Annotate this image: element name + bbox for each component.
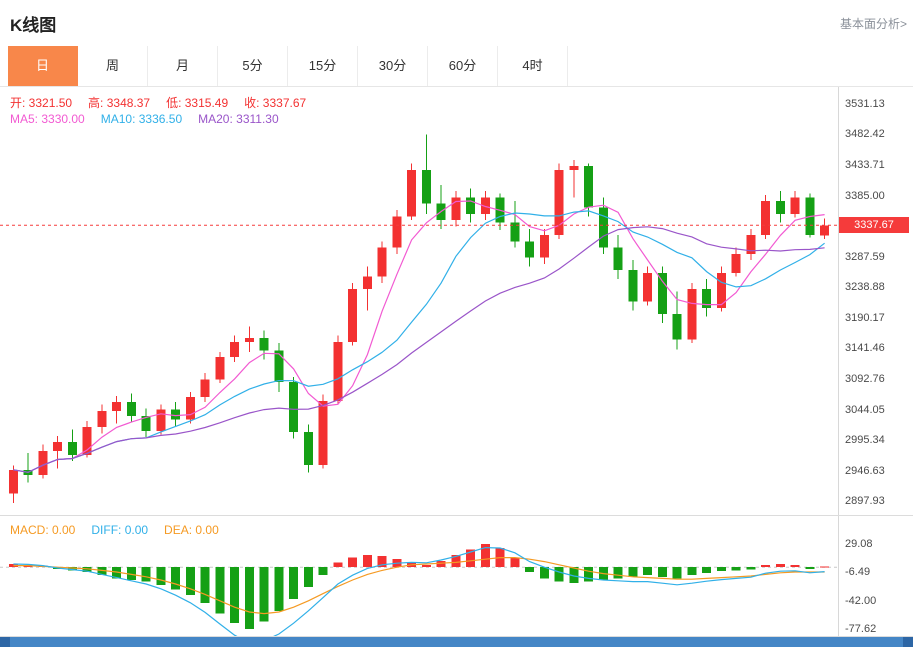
tab-15m[interactable]: 15分 bbox=[288, 46, 358, 86]
price-axis-tick: 2946.63 bbox=[845, 464, 885, 477]
tab-60m[interactable]: 60分 bbox=[428, 46, 498, 86]
header: K线图 基本面分析> bbox=[0, 0, 913, 46]
tab-30m[interactable]: 30分 bbox=[358, 46, 428, 86]
price-axis-tick: 3433.71 bbox=[845, 159, 885, 171]
chart-scrollbar[interactable] bbox=[0, 637, 913, 647]
interval-tabs: 日周月 5分 15分 30分 60分 4时 bbox=[0, 46, 913, 87]
tab-week[interactable]: 周 bbox=[78, 46, 148, 86]
current-price-tag: 3337.67 bbox=[839, 217, 909, 234]
price-axis-tick: 2897.93 bbox=[845, 495, 885, 508]
tab-day[interactable]: 日 bbox=[8, 46, 78, 86]
main-chart-row: 开: 3321.50 高: 3348.37 低: 3315.49 收: 3337… bbox=[0, 87, 913, 515]
price-axis-tick: 3044.05 bbox=[845, 403, 885, 416]
price-axis-tick: 3190.17 bbox=[845, 311, 885, 324]
candles-layer bbox=[8, 134, 830, 504]
tab-4h[interactable]: 4时 bbox=[498, 46, 568, 86]
macd-axis-tick: -77.62 bbox=[845, 623, 877, 636]
main-chart-svg[interactable] bbox=[0, 87, 838, 515]
price-axis-tick: 3141.46 bbox=[845, 342, 885, 355]
macd-axis-tick: -6.49 bbox=[845, 566, 871, 579]
macd-plot[interactable]: MACD: 0.00 DIFF: 0.00 DEA: 0.00 bbox=[0, 516, 838, 636]
macd-axis-tick: 29.08 bbox=[845, 537, 873, 550]
price-axis-tick: 3482.42 bbox=[845, 128, 885, 141]
ma5-line bbox=[13, 200, 825, 473]
price-axis-tick: 2995.34 bbox=[845, 434, 885, 447]
macd-axis: 29.08 -6.49 -42.00 -77.62 bbox=[838, 516, 913, 636]
main-plot[interactable]: 开: 3321.50 高: 3348.37 低: 3315.49 收: 3337… bbox=[0, 87, 838, 515]
price-axis-tick: 3385.00 bbox=[845, 189, 885, 202]
macd-hist-layer bbox=[8, 544, 830, 629]
macd-axis-tick: -42.00 bbox=[845, 594, 877, 607]
price-axis-tick: 3092.76 bbox=[845, 372, 885, 385]
price-axis-tick: 3238.88 bbox=[845, 281, 885, 294]
main-axis: 3531.13 3482.42 3433.71 3385.00 3287.59 3238.… bbox=[838, 87, 913, 515]
price-axis-tick: 3531.13 bbox=[845, 97, 885, 110]
fundamental-analysis-link[interactable]: 基本面分析> bbox=[839, 16, 907, 31]
ma20-line bbox=[13, 226, 825, 473]
macd-row: MACD: 0.00 DIFF: 0.00 DEA: 0.00 29.08 -6.… bbox=[0, 515, 913, 637]
scrollbar-left-handle[interactable] bbox=[0, 637, 10, 647]
page-title: K线图 bbox=[10, 15, 57, 35]
tab-month[interactable]: 月 bbox=[148, 46, 218, 86]
dea-line bbox=[13, 556, 825, 615]
price-axis-tick: 3287.59 bbox=[845, 250, 885, 263]
tab-5m[interactable]: 5分 bbox=[218, 46, 288, 86]
macd-svg[interactable] bbox=[0, 516, 838, 636]
scrollbar-right-handle[interactable] bbox=[903, 637, 913, 647]
diff-line bbox=[13, 546, 825, 636]
ma10-line bbox=[13, 210, 825, 473]
